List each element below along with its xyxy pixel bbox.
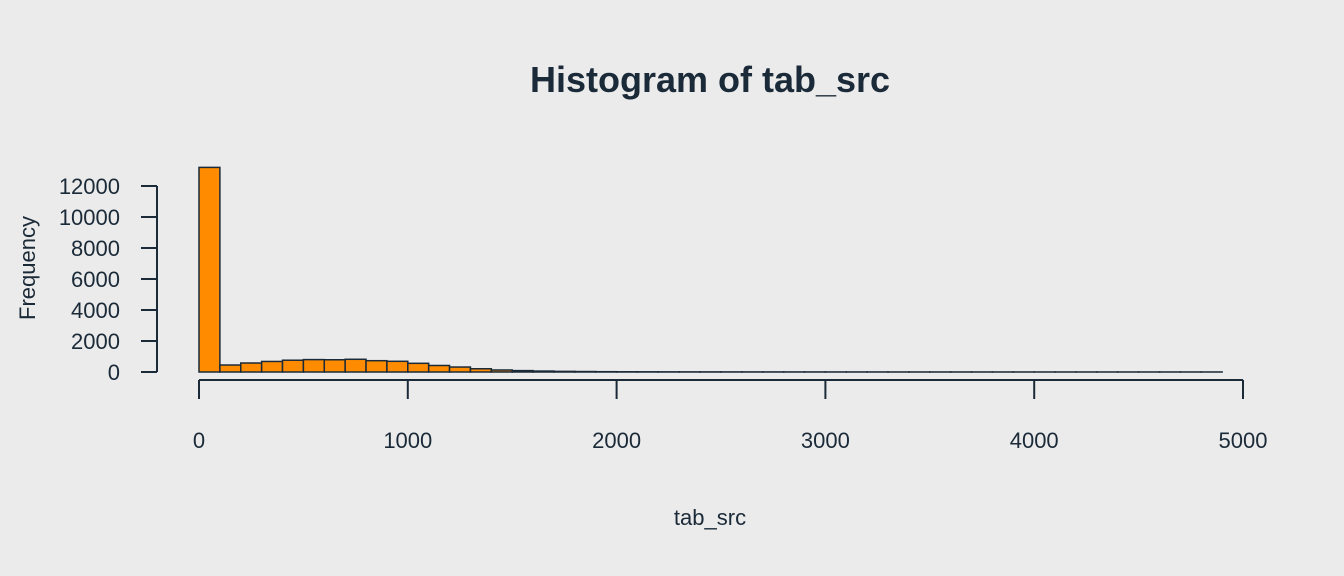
histogram-bar — [240, 362, 263, 373]
y-axis: 0 2000 4000 6000 8000 10000 12000 — [59, 174, 158, 385]
y-tick-label: 10000 — [59, 205, 120, 230]
histogram-bar — [532, 370, 555, 373]
x-tick-label: 5000 — [1219, 428, 1268, 453]
y-tick-label: 12000 — [59, 174, 120, 199]
histogram-bar — [448, 366, 472, 373]
histogram-bar — [553, 370, 576, 373]
histogram-bar — [198, 166, 221, 373]
histogram-bar — [281, 359, 305, 373]
histogram-bar — [469, 368, 493, 373]
histogram-bar — [511, 369, 534, 373]
x-tick-label: 3000 — [801, 428, 850, 453]
histogram-bar — [323, 359, 346, 373]
x-axis: 0 1000 2000 3000 4000 5000 — [193, 379, 1268, 453]
histogram-bar — [260, 360, 284, 373]
histogram-bar — [302, 358, 326, 373]
y-tick-label: 2000 — [71, 329, 120, 354]
histogram-bar — [219, 364, 242, 373]
chart-title: Histogram of tab_src — [530, 59, 890, 100]
x-tick-label: 1000 — [383, 428, 432, 453]
histogram-bar — [427, 364, 451, 373]
histogram-bar — [365, 359, 388, 373]
histogram-bars — [198, 166, 1223, 373]
x-tick-label: 4000 — [1010, 428, 1059, 453]
x-tick-label: 2000 — [592, 428, 641, 453]
y-tick-label: 0 — [108, 360, 120, 385]
y-tick-label: 6000 — [71, 267, 120, 292]
x-axis-title: tab_src — [674, 505, 746, 530]
y-tick-label: 8000 — [71, 236, 120, 261]
histogram-bar — [344, 358, 367, 373]
histogram-bar — [407, 362, 430, 373]
histogram-bar — [490, 369, 513, 373]
y-tick-label: 4000 — [71, 298, 120, 323]
x-tick-label: 0 — [193, 428, 205, 453]
y-axis-title: Frequency — [15, 216, 40, 320]
histogram-bar — [386, 360, 409, 373]
